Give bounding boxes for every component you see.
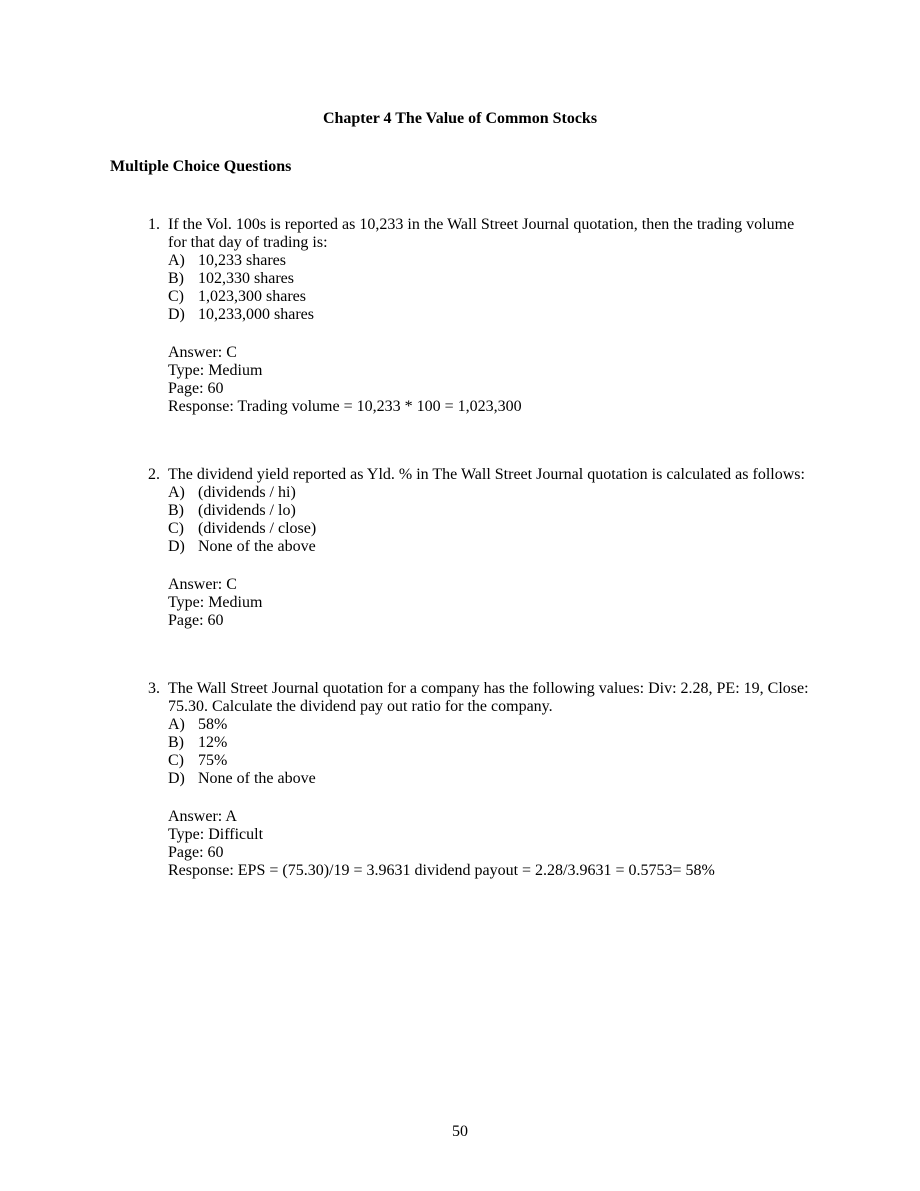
option-line: D) None of the above (168, 770, 810, 788)
option-line: A) 58% (168, 716, 810, 734)
option-line: C) 75% (168, 752, 810, 770)
page-line: Page: 60 (168, 380, 810, 398)
question-block: 1. If the Vol. 100s is reported as 10,23… (130, 216, 810, 416)
answer-line: Answer: A (168, 808, 810, 826)
options-list: A) 10,233 shares B) 102,330 shares C) 1,… (168, 252, 810, 324)
option-text: 102,330 shares (198, 270, 810, 288)
option-text: (dividends / close) (198, 520, 810, 538)
option-line: B) 102,330 shares (168, 270, 810, 288)
question-block: 2. The dividend yield reported as Yld. %… (130, 466, 810, 630)
option-line: C) (dividends / close) (168, 520, 810, 538)
option-text: 10,233,000 shares (198, 306, 810, 324)
option-text: (dividends / hi) (198, 484, 810, 502)
option-line: A) 10,233 shares (168, 252, 810, 270)
option-line: C) 1,023,300 shares (168, 288, 810, 306)
option-letter: B) (168, 502, 198, 520)
answer-block: Answer: A Type: Difficult Page: 60 Respo… (168, 808, 810, 880)
option-letter: C) (168, 520, 198, 538)
option-text: None of the above (198, 538, 810, 556)
option-letter: B) (168, 734, 198, 752)
option-letter: B) (168, 270, 198, 288)
question-number: 2. (130, 466, 168, 484)
answer-line: Answer: C (168, 576, 810, 594)
option-letter: A) (168, 252, 198, 270)
type-line: Type: Medium (168, 594, 810, 612)
question-text: The Wall Street Journal quotation for a … (168, 680, 810, 716)
page-line: Page: 60 (168, 612, 810, 630)
option-letter: D) (168, 306, 198, 324)
options-list: A) (dividends / hi) B) (dividends / lo) … (168, 484, 810, 556)
page-line: Page: 60 (168, 844, 810, 862)
option-text: 12% (198, 734, 810, 752)
option-line: D) 10,233,000 shares (168, 306, 810, 324)
option-letter: D) (168, 770, 198, 788)
response-line: Response: Trading volume = 10,233 * 100 … (168, 398, 810, 416)
question-line: 3. The Wall Street Journal quotation for… (130, 680, 810, 716)
option-line: D) None of the above (168, 538, 810, 556)
option-line: A) (dividends / hi) (168, 484, 810, 502)
option-letter: C) (168, 752, 198, 770)
section-heading: Multiple Choice Questions (110, 158, 810, 176)
option-letter: A) (168, 716, 198, 734)
page-number: 50 (0, 1123, 920, 1141)
type-line: Type: Medium (168, 362, 810, 380)
option-text: 75% (198, 752, 810, 770)
option-letter: C) (168, 288, 198, 306)
option-text: 10,233 shares (198, 252, 810, 270)
question-line: 2. The dividend yield reported as Yld. %… (130, 466, 810, 484)
option-text: 58% (198, 716, 810, 734)
option-line: B) 12% (168, 734, 810, 752)
answer-block: Answer: C Type: Medium Page: 60 (168, 576, 810, 630)
option-line: B) (dividends / lo) (168, 502, 810, 520)
question-text: The dividend yield reported as Yld. % in… (168, 466, 810, 484)
response-line: Response: EPS = (75.30)/19 = 3.9631 divi… (168, 862, 810, 880)
question-block: 3. The Wall Street Journal quotation for… (130, 680, 810, 880)
question-line: 1. If the Vol. 100s is reported as 10,23… (130, 216, 810, 252)
option-text: 1,023,300 shares (198, 288, 810, 306)
chapter-title: Chapter 4 The Value of Common Stocks (110, 110, 810, 128)
option-text: (dividends / lo) (198, 502, 810, 520)
option-letter: A) (168, 484, 198, 502)
options-list: A) 58% B) 12% C) 75% D) None of the abov… (168, 716, 810, 788)
question-text: If the Vol. 100s is reported as 10,233 i… (168, 216, 810, 252)
answer-block: Answer: C Type: Medium Page: 60 Response… (168, 344, 810, 416)
option-text: None of the above (198, 770, 810, 788)
question-number: 1. (130, 216, 168, 234)
page-container: Chapter 4 The Value of Common Stocks Mul… (0, 0, 920, 990)
option-letter: D) (168, 538, 198, 556)
type-line: Type: Difficult (168, 826, 810, 844)
question-number: 3. (130, 680, 168, 698)
answer-line: Answer: C (168, 344, 810, 362)
